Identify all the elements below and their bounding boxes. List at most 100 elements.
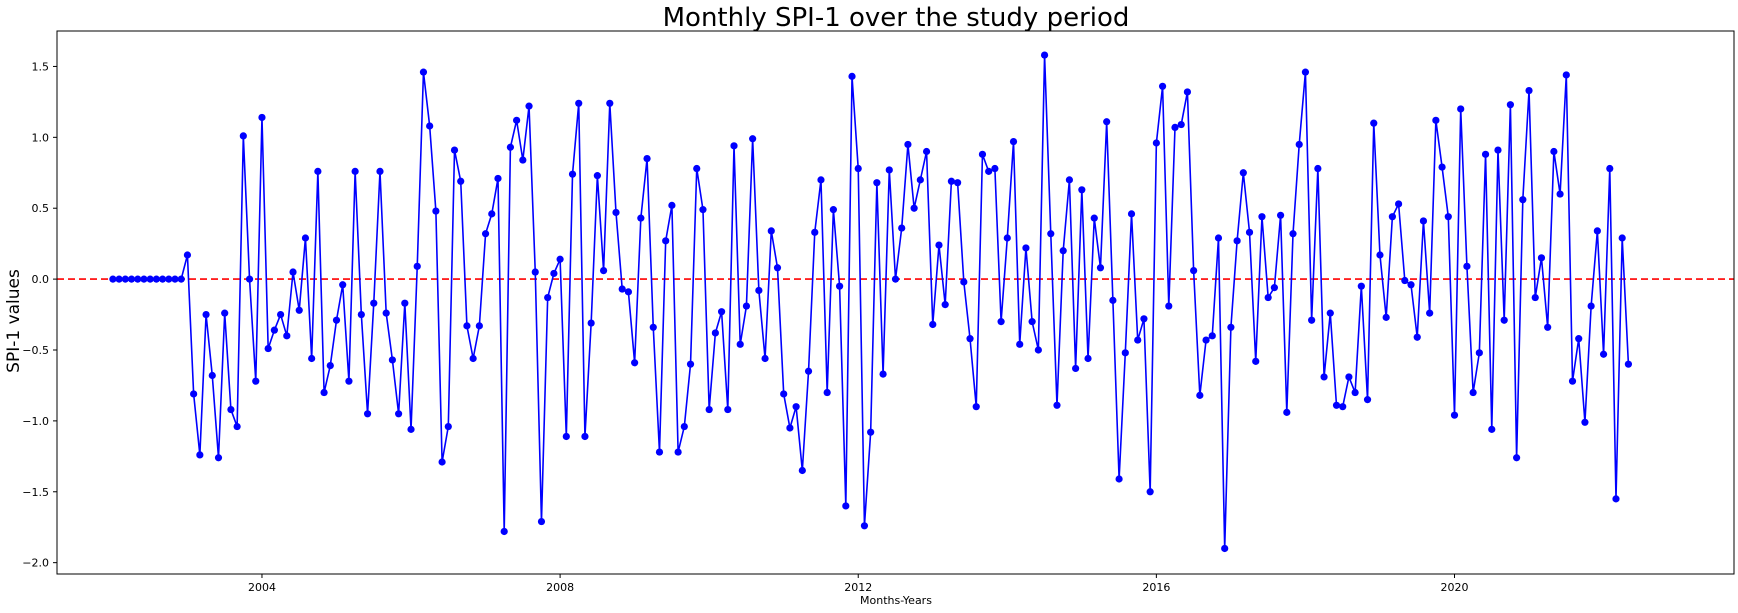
data-point: [954, 179, 962, 187]
data-point: [134, 275, 142, 283]
data-point: [1065, 176, 1074, 184]
data-point: [1599, 350, 1608, 358]
data-point: [1121, 349, 1129, 357]
data-point: [1562, 71, 1570, 79]
data-point: [332, 316, 341, 324]
data-point: [1221, 544, 1229, 553]
data-point: [363, 410, 372, 418]
data-point: [227, 405, 235, 414]
data-point: [1606, 164, 1614, 173]
data-point: [264, 344, 272, 353]
data-point: [395, 410, 403, 418]
data-point: [686, 360, 695, 368]
data-point: [1196, 391, 1204, 399]
y-tick-label: −1.0: [22, 415, 49, 428]
data-point: [1022, 244, 1030, 252]
data-point: [1289, 230, 1297, 238]
y-tick-label: 0.0: [32, 273, 50, 286]
data-point: [494, 174, 502, 183]
data-point: [991, 164, 999, 173]
data-point: [637, 214, 645, 222]
data-point: [1177, 120, 1185, 129]
data-point: [997, 318, 1005, 326]
data-point: [301, 234, 310, 242]
data-point: [978, 150, 987, 158]
data-point: [550, 269, 558, 278]
data-point: [146, 275, 154, 283]
data-point: [929, 320, 937, 329]
data-point: [742, 302, 751, 310]
data-point: [662, 237, 670, 245]
data-point: [674, 448, 682, 456]
data-point: [966, 335, 974, 343]
data-point: [755, 286, 763, 295]
data-point: [183, 251, 192, 259]
data-point: [811, 228, 819, 236]
data-point: [879, 370, 887, 378]
data-point: [1618, 234, 1626, 242]
data-point: [1506, 101, 1514, 109]
data-point: [419, 68, 428, 76]
data-point: [730, 142, 738, 150]
data-point: [1314, 164, 1322, 173]
data-point: [1059, 247, 1067, 255]
data-point: [575, 99, 583, 107]
data-point: [904, 140, 912, 149]
data-point: [376, 167, 384, 175]
data-point: [773, 264, 782, 272]
data-point: [258, 113, 266, 122]
data-point: [1593, 227, 1601, 235]
data-point: [842, 502, 850, 510]
y-tick-label: −2.0: [22, 557, 49, 570]
data-point: [444, 422, 452, 431]
data-point: [1053, 401, 1061, 409]
data-point: [1457, 105, 1465, 113]
data-point: [531, 268, 539, 276]
data-point: [854, 164, 862, 173]
data-point: [798, 466, 806, 475]
data-point: [1103, 118, 1111, 126]
x-tick-label: 2008: [546, 581, 574, 594]
data-point: [1171, 123, 1179, 132]
data-point: [339, 281, 347, 289]
data-point: [612, 208, 620, 217]
data-point: [140, 275, 148, 283]
data-point: [1357, 282, 1365, 290]
data-point: [208, 371, 216, 380]
data-point: [401, 299, 409, 307]
data-point: [463, 322, 471, 330]
data-point: [985, 167, 993, 175]
data-point: [413, 262, 421, 270]
data-point: [1531, 293, 1539, 302]
data-point: [1270, 284, 1278, 292]
data-point: [525, 102, 533, 110]
data-point: [1084, 354, 1092, 363]
y-tick-label: −1.5: [22, 486, 49, 499]
data-point: [245, 275, 254, 283]
data-point: [283, 332, 291, 340]
data-point: [1382, 313, 1390, 321]
data-point: [1407, 281, 1415, 289]
data-point: [1544, 323, 1552, 331]
data-point: [860, 522, 869, 530]
data-point: [1413, 333, 1421, 341]
data-point: [599, 267, 608, 275]
data-point: [1469, 388, 1477, 397]
data-point: [1009, 137, 1018, 146]
data-point: [152, 275, 160, 283]
data-point: [711, 329, 719, 337]
data-point: [1376, 251, 1384, 259]
data-point: [668, 201, 676, 209]
data-point: [767, 227, 775, 235]
data-point: [196, 451, 204, 459]
data-point: [475, 322, 483, 330]
data-point: [1395, 200, 1403, 208]
data-point: [1040, 51, 1049, 59]
data-point: [1488, 425, 1496, 433]
data-point: [792, 403, 800, 411]
data-point: [1233, 237, 1241, 245]
data-point: [1308, 316, 1316, 324]
data-point: [1047, 230, 1055, 238]
data-point: [1370, 119, 1378, 127]
